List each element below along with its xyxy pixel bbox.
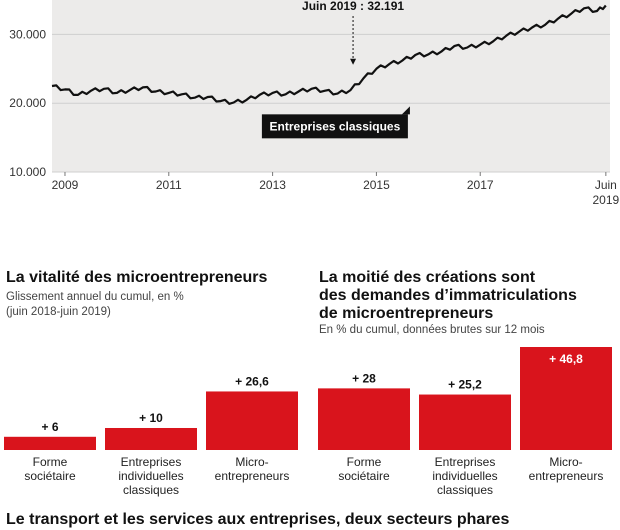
right-chart-title-line-1: La moitié des créations sont (319, 269, 536, 286)
bar-value-label: + 10 (139, 411, 163, 425)
line-chart: 10.000 20.000 30.000 2009 2011 2013 2015 2017 Ju… (9, 0, 620, 207)
bar-value-label: + 25,2 (448, 378, 482, 392)
bar-category-label-line: sociétaire (24, 469, 76, 483)
bar-category-label: Micro-entrepreneurs (202, 455, 302, 483)
bar (4, 436, 96, 450)
bar-category-label-line: entrepreneurs (528, 469, 604, 483)
bar (318, 388, 410, 450)
right-chart-title-line-3: de microentrepreneurs (319, 305, 494, 322)
left-chart-subtitle-line-1: Glissement annuel du cumul, en % (6, 291, 184, 303)
series-label-box (261, 114, 408, 139)
annotation-label: Juin 2019 : 32.191 (302, 0, 404, 13)
x-tick-label: Juin (595, 178, 617, 192)
y-tick-label: 20.000 (9, 96, 46, 110)
bar-category-label: Forme sociétaire (314, 455, 414, 483)
y-tick-label: 30.000 (9, 27, 46, 41)
bar-category-label: Entreprises individuelles classiques (101, 455, 201, 497)
bar-category-label-line: entrepreneurs (214, 469, 290, 483)
bar-category-label-line: Micro- (235, 455, 269, 469)
bar-value-label: + 46,8 (549, 352, 583, 366)
bar (520, 347, 612, 450)
bar-category-label-line: Forme (32, 455, 68, 469)
bar-value-label: + 28 (352, 371, 376, 385)
x-tick-label: 2013 (259, 178, 286, 192)
x-tick-label: 2009 (52, 178, 79, 192)
bar-category-label: Micro-entrepreneurs (516, 455, 616, 483)
y-tick-label: 10.000 (9, 165, 46, 179)
right-chart-title-line-2: des demandes d’immatriculations (319, 287, 577, 304)
bar-category-label-line: classiques (436, 483, 494, 497)
series-label-pointer (401, 106, 410, 115)
x-tick-label: 2011 (156, 178, 182, 192)
series-line (51, 4, 607, 105)
bar-category-label: Entreprises individuelles classiques (415, 455, 515, 497)
right-chart-subtitle: En % du cumul, données brutes sur 12 moi… (319, 324, 545, 336)
bar-value-label: + 26,6 (235, 374, 269, 388)
bar-value-label: + 6 (41, 420, 58, 434)
x-tick-label: 2017 (467, 178, 494, 192)
bar-category-label-line: Entreprises (434, 455, 496, 469)
left-chart-title: La vitalité des microentrepreneurs (6, 269, 268, 286)
plot-background (52, 0, 610, 172)
series-label-text: Entreprises classiques (270, 119, 401, 133)
bar (105, 427, 197, 450)
bar-charts: + 6 + 10 + 26,6 + 28 + 25,2 + 46,8 (4, 347, 612, 450)
bottom-section-title: Le transport et les services aux entrepr… (6, 511, 510, 528)
bar-category-label-line: Micro- (549, 455, 583, 469)
bar (206, 391, 298, 450)
x-tick-label: 2015 (363, 178, 390, 192)
bar-category-label-line: Forme (346, 455, 382, 469)
annotation-arrowhead (350, 58, 357, 65)
bar-category-label-line: Entreprises (120, 455, 182, 469)
bar-category-label: Forme sociétaire (0, 455, 100, 483)
bar-category-label-line: sociétaire (338, 469, 390, 483)
bar-category-label-line: individuelles (432, 469, 498, 483)
x-tick-label-line-2: 2019 (592, 193, 619, 207)
bar-category-label-line: individuelles (118, 469, 184, 483)
bar (419, 394, 511, 450)
bar-category-label-line: classiques (122, 483, 180, 497)
left-chart-subtitle-line-2: (juin 2018-juin 2019) (6, 306, 111, 318)
